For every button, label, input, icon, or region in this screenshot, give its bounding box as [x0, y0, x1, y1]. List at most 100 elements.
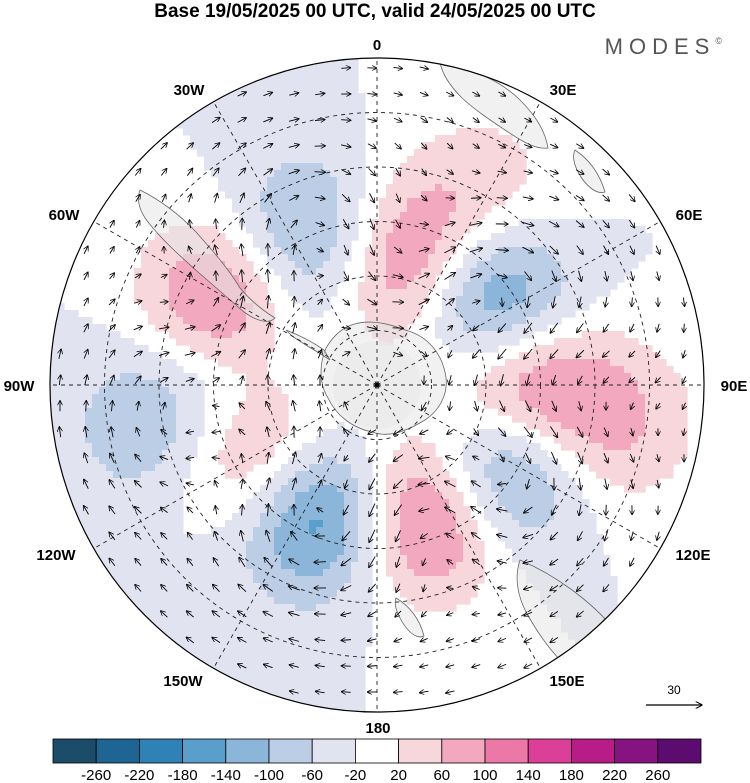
anomaly-cell [470, 212, 478, 220]
anomaly-cell [232, 597, 240, 605]
anomaly-cell [155, 443, 163, 451]
anomaly-cell [288, 79, 296, 87]
anomaly-cell [183, 415, 191, 423]
wind-vector [109, 558, 116, 567]
anomaly-cell [323, 296, 331, 304]
anomaly-cell [589, 408, 597, 416]
anomaly-cell [442, 191, 450, 199]
anomaly-cell [603, 373, 611, 381]
anomaly-cell [218, 660, 226, 668]
anomaly-cell [603, 569, 611, 577]
anomaly-cell [253, 128, 261, 136]
anomaly-cell [141, 345, 149, 353]
anomaly-cell [288, 282, 296, 290]
anomaly-cell [582, 338, 590, 346]
anomaly-cell [99, 373, 107, 381]
anomaly-cell [652, 436, 660, 444]
anomaly-cell [351, 611, 359, 619]
anomaly-cell [491, 338, 499, 346]
anomaly-cell [449, 597, 457, 605]
anomaly-cell [99, 366, 107, 374]
anomaly-cell [596, 373, 604, 381]
wind-vector [553, 296, 555, 308]
anomaly-cell [330, 590, 338, 598]
anomaly-cell [155, 555, 163, 563]
anomaly-cell [330, 436, 338, 444]
anomaly-cell [281, 527, 289, 535]
anomaly-cell [309, 660, 317, 668]
anomaly-cell [477, 471, 485, 479]
anomaly-cell [526, 422, 534, 430]
anomaly-cell [260, 247, 268, 255]
anomaly-cell [526, 233, 534, 241]
anomaly-cell [428, 198, 436, 206]
anomaly-cell [169, 422, 177, 430]
anomaly-cell [78, 387, 86, 395]
anomaly-cell [463, 149, 471, 157]
anomaly-cell [162, 541, 170, 549]
anomaly-cell [225, 170, 233, 178]
anomaly-cell [155, 548, 163, 556]
anomaly-cell [330, 562, 338, 570]
wind-vector [266, 401, 271, 411]
anomaly-cell [484, 506, 492, 514]
anomaly-cell [386, 317, 394, 325]
anomaly-cell [533, 555, 541, 563]
anomaly-cell [113, 506, 121, 514]
anomaly-cell [169, 317, 177, 325]
anomaly-cell [211, 226, 219, 234]
anomaly-cell [162, 569, 170, 577]
anomaly-cell [400, 485, 408, 493]
anomaly-cell [281, 86, 289, 94]
anomaly-cell [386, 555, 394, 563]
wind-vector [393, 246, 402, 253]
anomaly-cell [400, 170, 408, 178]
anomaly-cell [302, 520, 310, 528]
anomaly-cell [526, 240, 534, 248]
anomaly-cell [323, 688, 331, 696]
anomaly-cell [323, 275, 331, 283]
anomaly-cell [596, 436, 604, 444]
anomaly-cell [484, 310, 492, 318]
anomaly-cell [337, 667, 345, 675]
anomaly-cell [365, 478, 373, 486]
anomaly-cell [491, 289, 499, 297]
anomaly-cell [197, 135, 205, 143]
anomaly-cell [204, 660, 212, 668]
anomaly-cell [309, 226, 317, 234]
anomaly-cell [421, 457, 429, 465]
anomaly-cell [197, 583, 205, 591]
anomaly-cell [316, 128, 324, 136]
anomaly-cell [610, 240, 618, 248]
anomaly-cell [323, 667, 331, 675]
anomaly-cell [540, 282, 548, 290]
anomaly-cell [106, 520, 114, 528]
anomaly-cell [225, 562, 233, 570]
anomaly-cell [204, 597, 212, 605]
colorbar-tick-label: 100 [472, 767, 497, 783]
anomaly-cell [386, 233, 394, 241]
anomaly-cell [127, 569, 135, 577]
anomaly-cell [323, 254, 331, 262]
anomaly-cell [547, 415, 555, 423]
anomaly-cell [232, 310, 240, 318]
anomaly-cell [470, 576, 478, 584]
anomaly-cell [337, 233, 345, 241]
anomaly-cell [498, 233, 506, 241]
anomaly-cell [197, 408, 205, 416]
anomaly-cell [386, 275, 394, 283]
anomaly-cell [526, 268, 534, 276]
anomaly-cell [302, 450, 310, 458]
anomaly-cell [288, 142, 296, 150]
anomaly-cell [540, 506, 548, 514]
anomaly-cell [568, 261, 576, 269]
anomaly-cell [540, 380, 548, 388]
anomaly-cell [253, 506, 261, 514]
wind-vector [315, 691, 325, 693]
anomaly-cell [260, 625, 268, 633]
anomaly-cell [155, 590, 163, 598]
anomaly-cell [232, 149, 240, 157]
wind-vector [342, 531, 351, 540]
anomaly-cell [638, 471, 646, 479]
anomaly-cell [106, 331, 114, 339]
